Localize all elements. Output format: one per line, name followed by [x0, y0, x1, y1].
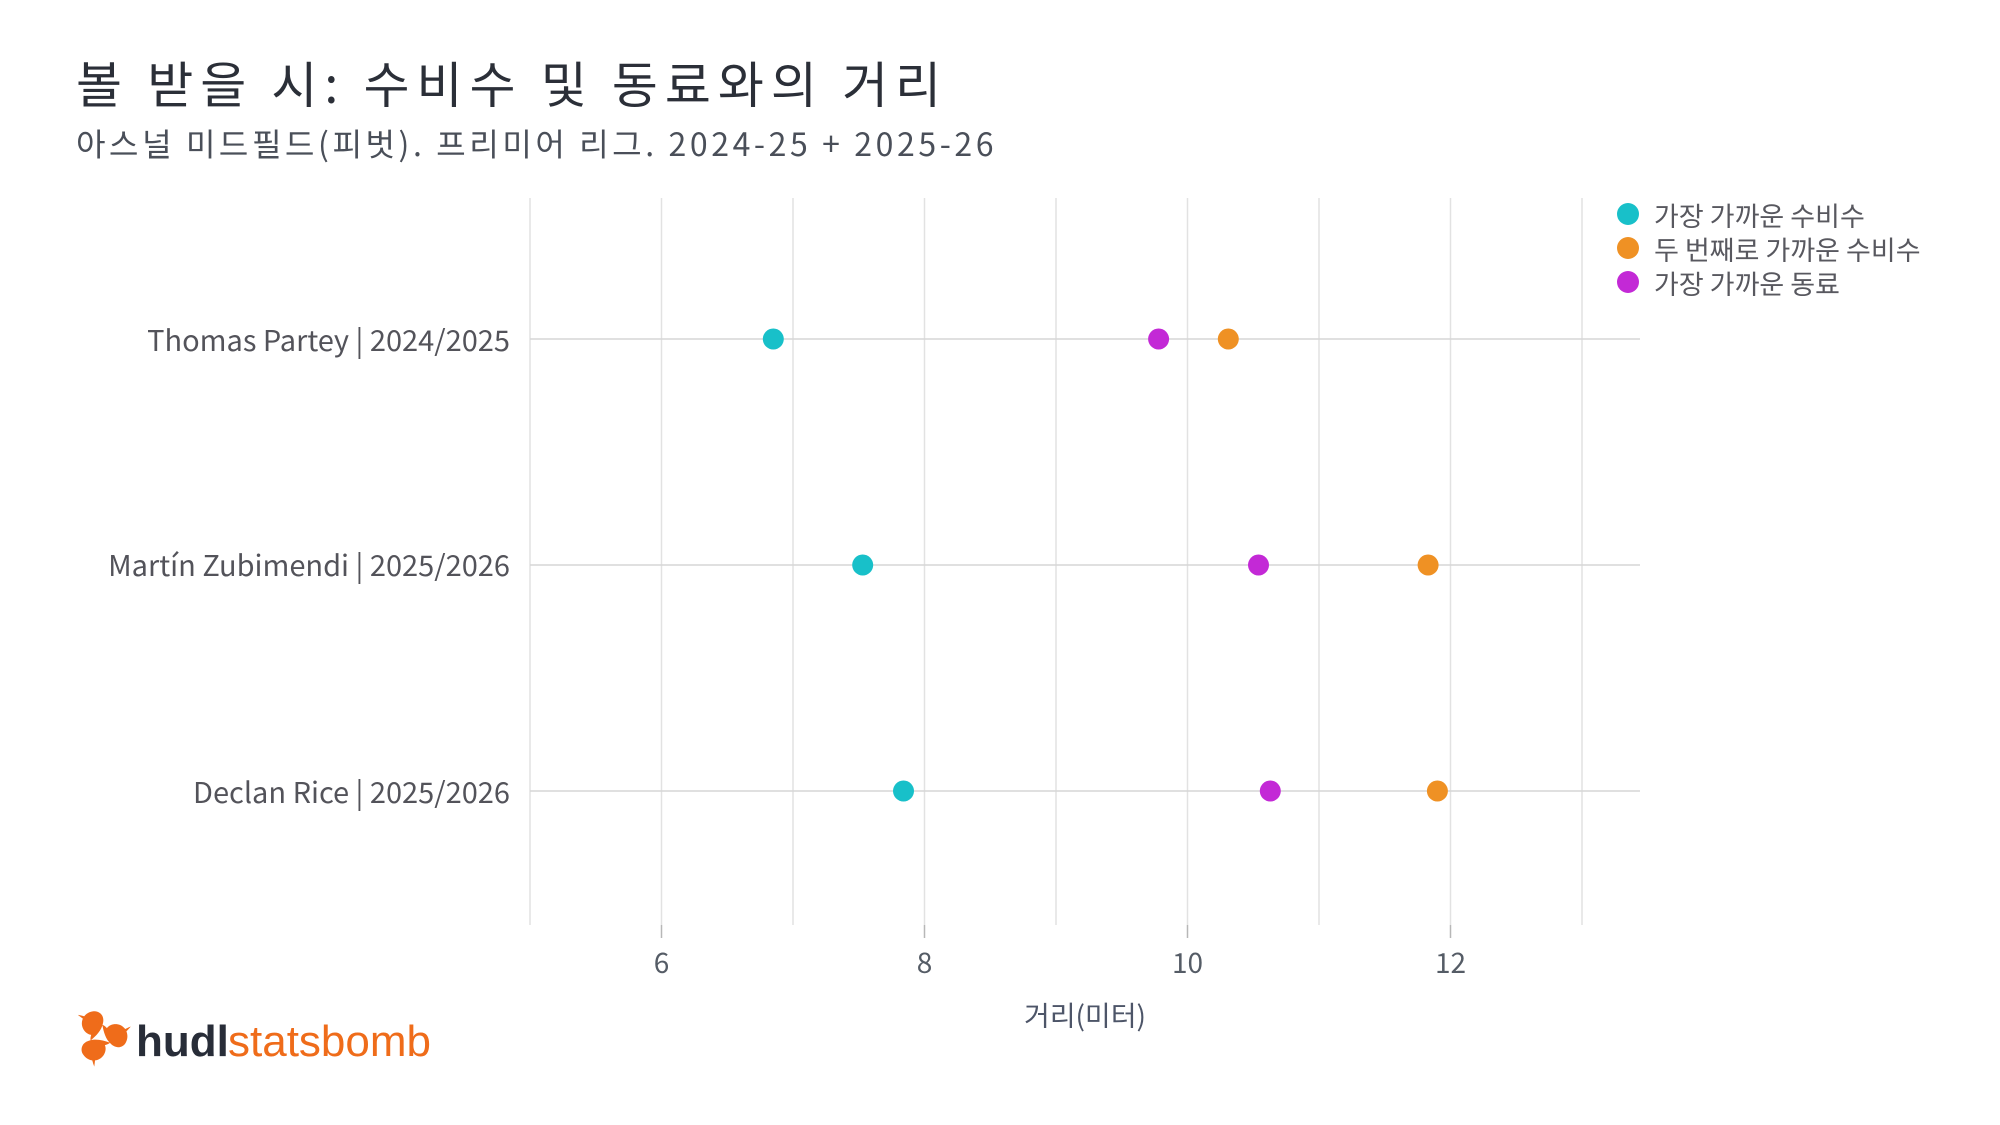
svg-text:statsbomb: statsbomb [228, 1017, 431, 1066]
svg-text:hudl: hudl [136, 1017, 229, 1066]
